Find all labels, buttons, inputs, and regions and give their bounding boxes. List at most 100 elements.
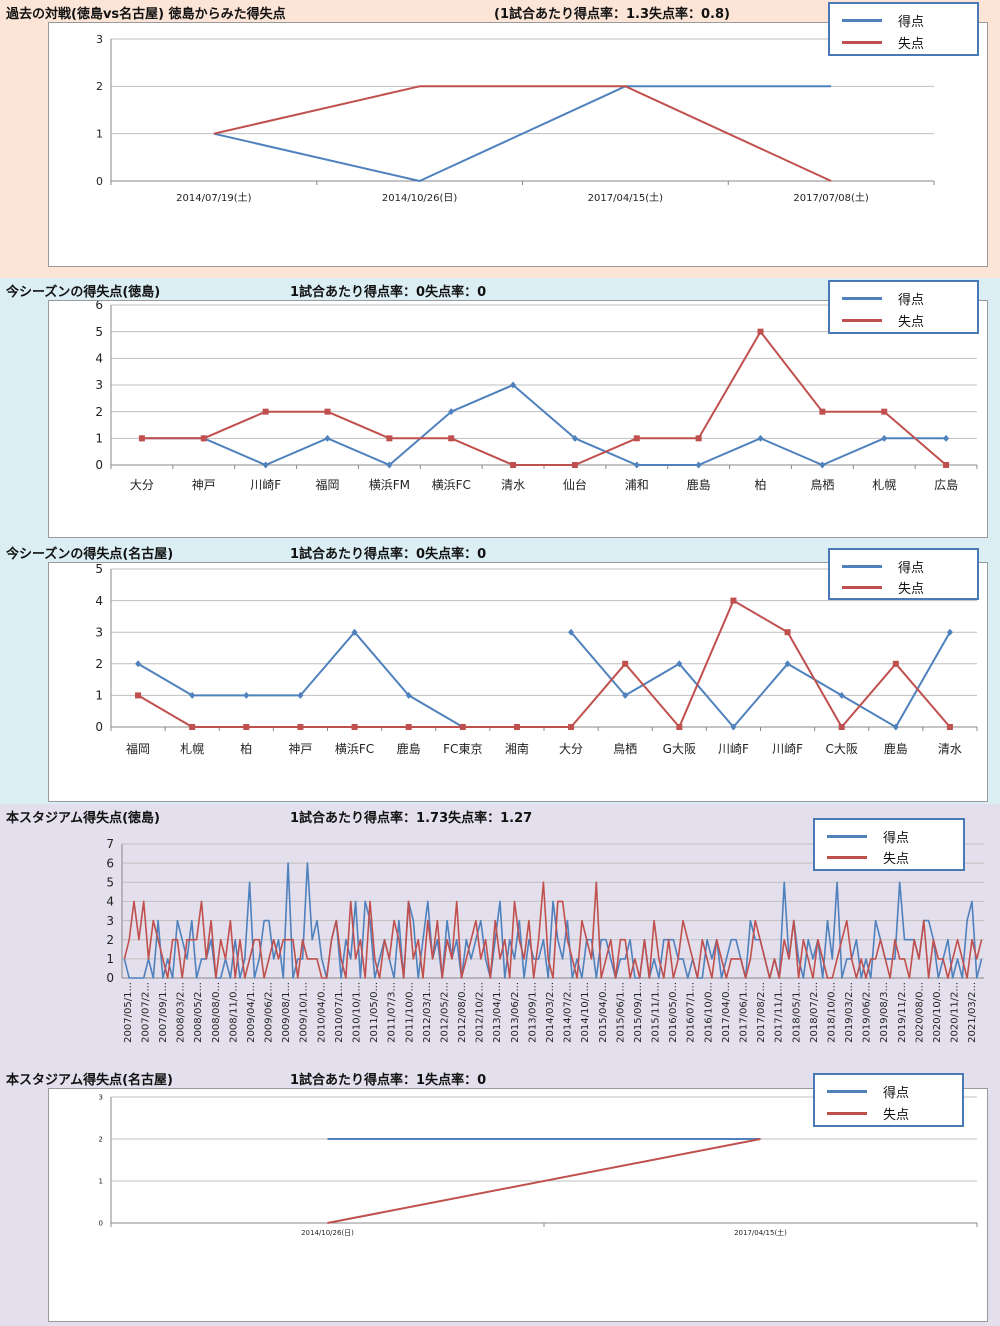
history-title: 過去の対戦(徳島vs名古屋) 徳島からみた得失点 [6, 7, 286, 22]
x-tick-label: 川崎F [772, 742, 803, 756]
data-point-scored [757, 434, 764, 442]
x-tick-label: 川崎F [718, 742, 749, 756]
y-tick-label: 3 [95, 378, 103, 392]
x-tick-label: 2012/10/2... [475, 982, 486, 1043]
x-tick-label: 鳥栖 [810, 477, 834, 492]
y-tick-label: 5 [106, 875, 114, 889]
x-tick-label: 2020/08/0... [914, 982, 925, 1043]
legend-item-scored: 得点 [830, 288, 977, 308]
x-tick-label: 2011/05/0... [369, 982, 380, 1043]
season-nagoya-stats: 1試合あたり得点率：0失点率：0 [290, 547, 487, 562]
x-tick-label: 2020/11/2... [950, 982, 961, 1043]
data-point-scored [135, 660, 142, 668]
legend-swatch-conceded [842, 41, 882, 44]
data-point-conceded [200, 435, 207, 442]
series-line-scored [141, 384, 947, 466]
data-point-conceded [262, 408, 269, 415]
data-point-scored [838, 691, 845, 699]
data-point-conceded [943, 462, 950, 468]
data-point-conceded [324, 408, 331, 415]
stadium-tokushima-stats: 1試合あたり得点率：1.73失点率：1.27 [290, 811, 533, 826]
x-tick-label: 2017/07/08(土) [793, 191, 869, 204]
data-point-conceded [243, 724, 250, 730]
y-tick-label: 3 [95, 625, 103, 639]
y-tick-label: 5 [95, 325, 103, 339]
data-point-scored [448, 408, 455, 416]
stadium-tokushima-plot: 0 1 2 3 4 5 6 7 2007/05/1... 2007/07/2... 2007/09/… [106, 837, 984, 1043]
x-tick-label: 広島 [934, 477, 958, 492]
x-tick-label: 2021/03/2... [967, 982, 978, 1043]
x-tick-label: 2016/05/0... [668, 982, 679, 1043]
data-point-scored [297, 691, 304, 699]
x-tick-label: 2019/06/2... [862, 982, 873, 1043]
data-point-conceded [881, 408, 888, 415]
data-point-scored [633, 461, 640, 469]
x-tick-label: 2018/07/2... [809, 982, 820, 1043]
data-point-scored [695, 461, 702, 469]
x-tick-label: 横浜FC [432, 478, 471, 492]
x-tick-label: 2015/11/1... [651, 982, 662, 1043]
legend-label-conceded: 失点 [898, 582, 925, 597]
x-tick-label: 2018/05/1... [791, 982, 802, 1043]
season-nagoya-panel: 今シーズンの得失点(名古屋) 1試合あたり得点率：0失点率：0 0 1 2 3 4 5 福岡… [0, 540, 1000, 804]
data-point-conceded [297, 724, 304, 730]
data-point-conceded [510, 462, 517, 468]
data-point-scored [324, 434, 331, 442]
data-point-conceded [622, 660, 629, 667]
data-point-scored [189, 691, 196, 699]
series-line-conceded [137, 599, 951, 728]
data-point-scored [946, 628, 953, 636]
x-tick-label: 2019/11/2... [897, 982, 908, 1043]
data-point-scored [568, 628, 575, 636]
legend-swatch-scored [842, 297, 882, 300]
x-tick-label: 2015/04/0... [598, 982, 609, 1043]
x-tick-label: 2012/03/1... [422, 982, 433, 1043]
x-tick-label: 2012/05/2... [439, 982, 450, 1043]
x-tick-label: 湘南 [505, 741, 529, 756]
data-point-scored [405, 691, 412, 699]
x-tick-label: 2014/07/2... [563, 982, 574, 1043]
data-point-conceded [138, 435, 145, 442]
x-tick-label: 大分 [130, 478, 154, 492]
x-tick-label: 神戸 [288, 742, 312, 756]
x-tick-label: 鹿島 [884, 741, 908, 756]
y-tick-label: 4 [95, 594, 103, 608]
data-point-scored [571, 434, 578, 442]
x-tick-label: 2015/06/1... [615, 982, 626, 1043]
series-line-scored [137, 631, 464, 728]
season-nagoya-legend: 得点 失点 [828, 548, 979, 600]
data-point-conceded [730, 597, 737, 604]
y-tick-label: 2 [95, 405, 103, 419]
legend-swatch-conceded [827, 1112, 867, 1115]
data-point-conceded [351, 724, 358, 730]
x-tick-label: 2017/11/1... [774, 982, 785, 1043]
data-point-conceded [838, 724, 845, 730]
data-point-conceded [571, 462, 578, 468]
legend-swatch-conceded [827, 856, 867, 859]
y-tick-label: 0 [96, 175, 103, 188]
season-tokushima-chart: 0 1 2 3 4 5 6 大分 神戸 川崎F 福岡 横浜FM 横浜FC 清水 仙台 浦和 鹿島 柏 鳥栖 札幌 広島 [48, 300, 988, 538]
legend-item-scored: 得点 [815, 1081, 962, 1101]
data-point-conceded [946, 724, 953, 730]
season-tokushima-plot: 0 1 2 3 4 5 6 大分 神戸 川崎F 福岡 横浜FM 横浜FC 清水 仙台 浦和 鹿島 柏 鳥栖 札幌 広島 [95, 301, 978, 492]
data-point-scored [622, 691, 629, 699]
data-point-scored [892, 723, 899, 731]
x-tick-label: 2007/09/1... [158, 982, 169, 1043]
legend-label-conceded: 失点 [883, 852, 910, 867]
y-tick-label: 1 [99, 1177, 103, 1185]
data-point-conceded [819, 408, 826, 415]
x-tick-label: 札幌 [872, 477, 896, 492]
x-tick-label: 2017/04/0... [721, 982, 732, 1043]
data-point-scored [784, 660, 791, 668]
x-tick-label: 福岡 [126, 741, 150, 756]
y-tick-label: 3 [96, 33, 103, 46]
stadium-tokushima-chart: 0 1 2 3 4 5 6 7 2007/05/1... 2007/07/2... 2007/09/… [0, 830, 994, 1062]
history-chart: 0 1 2 3 2014/07/19(土) 2014/10/26(日) 2017/04/15… [48, 22, 988, 267]
stadium-nagoya-stats: 1試合あたり得点率：1失点率：0 [290, 1073, 487, 1088]
x-tick-label: 鹿島 [687, 477, 711, 492]
x-tick-label: 2010/10/1... [351, 982, 362, 1043]
x-tick-label: 神戸 [192, 478, 216, 492]
x-tick-label: 2019/08/3... [879, 982, 890, 1043]
series-line-conceded [123, 881, 983, 979]
data-point-conceded [784, 629, 791, 636]
